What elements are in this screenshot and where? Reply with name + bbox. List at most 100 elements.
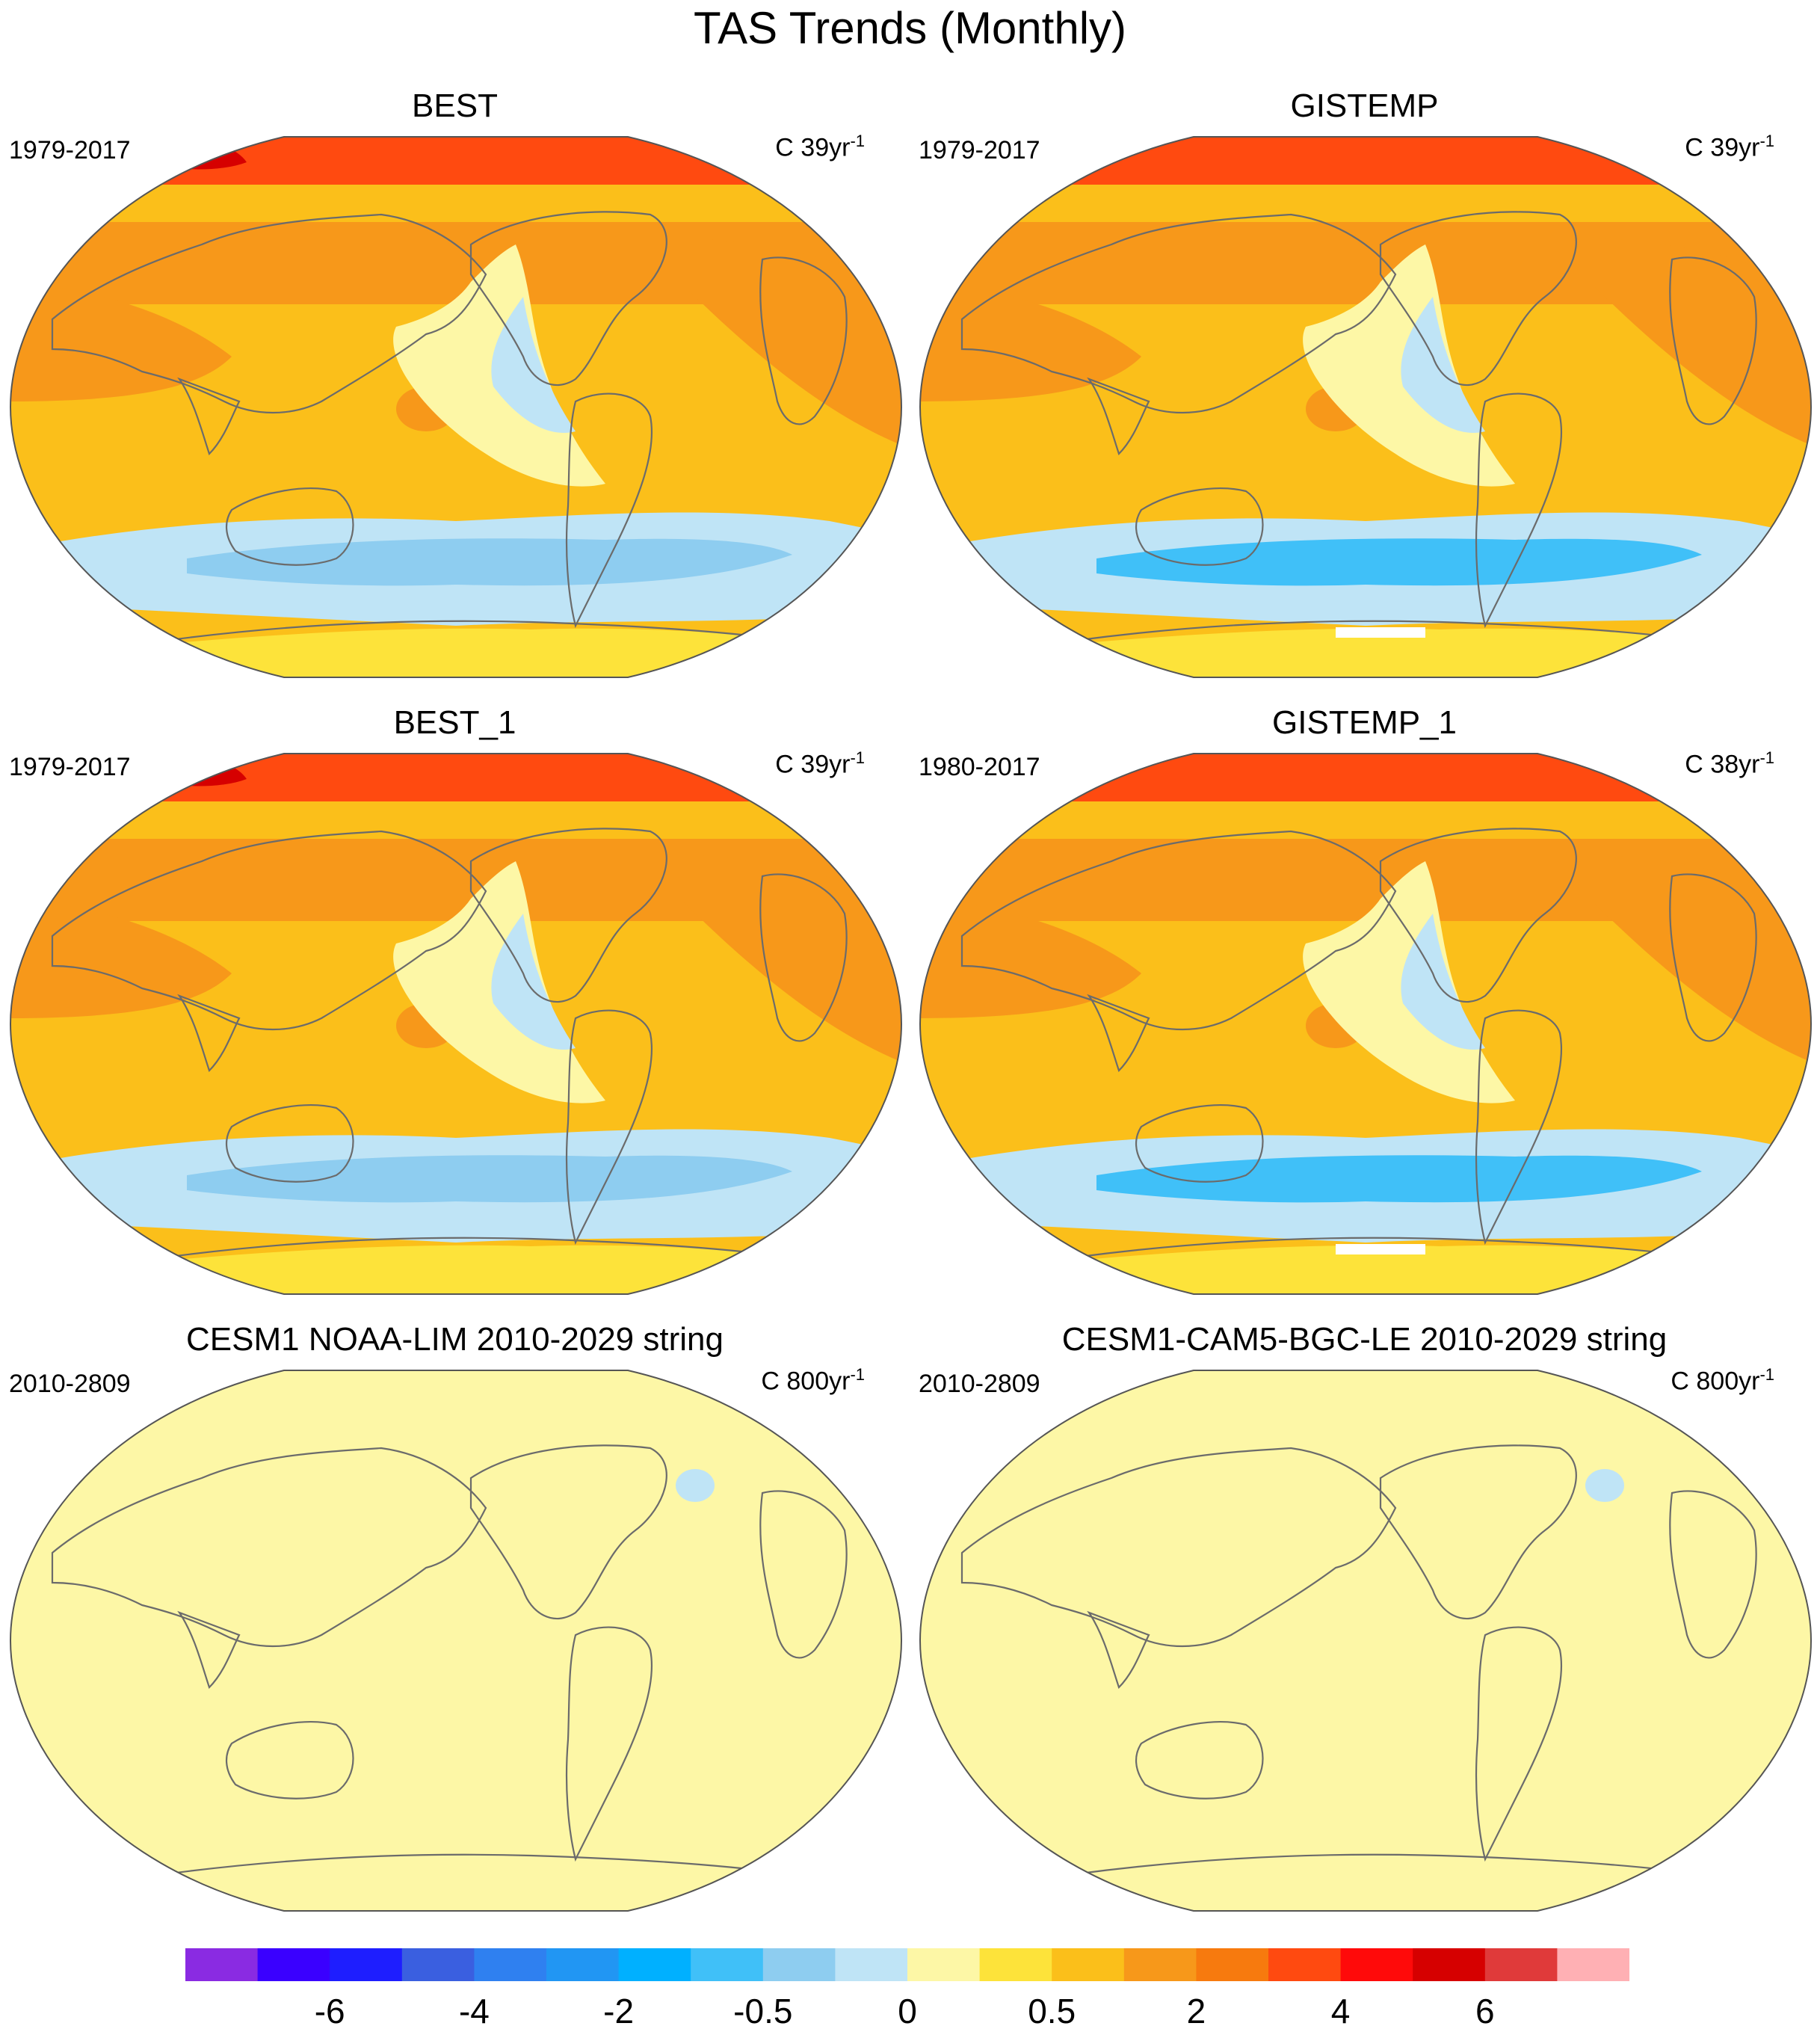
map-panel-cesm1le: CESM1-CAM5-BGC-LE 2010-2029 string 2010-2…: [910, 1275, 1819, 1912]
panel-units: C 800yr-1: [761, 1360, 865, 1396]
map-border: [9, 1370, 903, 1912]
colorbar-tick-label: 4: [1330, 1992, 1351, 2031]
coastline: [1475, 1626, 1563, 1862]
trend-field-so-cool-core: [1096, 1155, 1702, 1203]
coastline: [1135, 1721, 1264, 1799]
robinson-map: [919, 1370, 1813, 1912]
colorbar-swatch: [257, 1948, 330, 1981]
panel-units: C 800yr-1: [1671, 1360, 1774, 1396]
coastline: [1087, 377, 1150, 456]
colorbar-swatch: [474, 1948, 547, 1981]
colorbar-tick-label: 0.5: [1028, 1992, 1076, 2031]
colorbar-swatch: [1268, 1948, 1342, 1981]
panel-title: CESM1-CAM5-BGC-LE 2010-2029 string: [1061, 1321, 1668, 1358]
colorbar: [185, 1948, 1629, 1981]
panel-units: C 39yr-1: [775, 126, 865, 162]
units-prefix: C: [1671, 1367, 1697, 1396]
colorbar-swatch: [1413, 1948, 1486, 1981]
map-panel-best1: BEST_1 1979-2017 C 39yr-1: [0, 658, 910, 1295]
units-base: 38yr: [1710, 750, 1760, 779]
units-prefix: C: [1685, 750, 1711, 779]
trend-field-natl-patch: [1585, 1469, 1624, 1502]
trend-field-atlantic: [1590, 854, 1811, 1063]
trend-field-eurasia: [920, 899, 1141, 1018]
coastline: [177, 1610, 241, 1690]
coastline: [1475, 1009, 1563, 1246]
trend-field-so-cool-core: [187, 1155, 792, 1203]
units-prefix: C: [1685, 133, 1711, 162]
robinson-map: [9, 136, 903, 678]
trend-field-pacific-cool: [1401, 914, 1485, 1050]
colorbar-swatch: [401, 1948, 475, 1981]
trend-field-arctic: [920, 754, 1811, 801]
colorbar-swatch: [618, 1948, 691, 1981]
panel-title: CESM1 NOAA-LIM 2010-2029 string: [186, 1321, 724, 1358]
panel-title: GISTEMP: [1290, 87, 1439, 124]
colorbar-swatch: [1196, 1948, 1269, 1981]
coastline: [1087, 994, 1150, 1073]
trend-field-base: [10, 1370, 901, 1911]
colorbar-tick-label: 0: [898, 1992, 917, 2031]
missing-data-patch: [1336, 1244, 1425, 1254]
panel-period: 1979-2017: [9, 136, 131, 164]
panel-units: C 39yr-1: [1685, 126, 1774, 162]
trend-field-atlantic: [1590, 237, 1811, 446]
units-exponent: -1: [1759, 748, 1774, 767]
panel-period: 1979-2017: [9, 753, 131, 781]
robinson-map: [919, 753, 1813, 1295]
colorbar-swatch: [1557, 1948, 1629, 1981]
colorbar-tick-label: 6: [1475, 1992, 1495, 2031]
colorbar-swatch: [1484, 1948, 1558, 1981]
trend-field-pacific-cool: [1401, 297, 1485, 433]
trend-field-so-cool-core: [187, 538, 792, 586]
colorbar-tick-label: -0.5: [733, 1992, 793, 2031]
colorbar-swatch: [1340, 1948, 1413, 1981]
robinson-map: [9, 753, 903, 1295]
coastline: [1669, 1490, 1757, 1659]
map-panel-gistemp1: GISTEMP_1 1980-2017 C 38yr-1: [910, 658, 1819, 1295]
coastline: [960, 1447, 1397, 1648]
coastline: [226, 487, 354, 566]
coastline: [1135, 487, 1264, 566]
trend-field-so-cool-core: [1096, 538, 1702, 586]
coastline: [1669, 256, 1757, 425]
coastline: [469, 1444, 667, 1620]
trend-field-arctic: [10, 137, 901, 185]
units-exponent: -1: [1759, 132, 1774, 150]
coastline: [1475, 392, 1563, 629]
panel-title: BEST: [412, 87, 498, 124]
units-base: 39yr: [801, 133, 851, 162]
coastline: [226, 1104, 354, 1183]
coastline: [759, 1490, 848, 1659]
colorbar-swatch: [762, 1948, 836, 1981]
trend-field-arctic-peak: [142, 142, 194, 157]
trend-field: [10, 1370, 901, 1911]
trend-field-natl-patch: [676, 1469, 715, 1502]
units-exponent: -1: [850, 1365, 865, 1384]
trend-field-base: [920, 1370, 1811, 1911]
trend-field: [10, 137, 901, 677]
coastline: [51, 213, 487, 414]
trend-field-arctic: [10, 754, 901, 801]
units-prefix: C: [761, 1367, 787, 1396]
main-title: TAS Trends (Monthly): [693, 3, 1127, 53]
units-prefix: C: [775, 750, 801, 779]
units-exponent: -1: [850, 748, 865, 767]
units-prefix: C: [775, 133, 801, 162]
trend-field-eurasia: [10, 282, 232, 401]
colorbar-tick-label: -4: [458, 1992, 490, 2031]
map-border: [919, 1370, 1813, 1912]
panel-units: C 39yr-1: [775, 743, 865, 779]
coastline: [565, 392, 653, 629]
panel-title: BEST_1: [393, 704, 516, 741]
coastline: [565, 1626, 653, 1862]
map-border: [9, 136, 903, 678]
units-exponent: -1: [1759, 1365, 1774, 1384]
trend-field: [920, 1370, 1811, 1911]
coastline: [1087, 1610, 1150, 1690]
coastline: [51, 1447, 487, 1648]
coastline: [565, 1009, 653, 1246]
map-panel-best: BEST 1979-2017 C 39yr-1: [0, 41, 910, 678]
colorbar-swatch: [330, 1948, 403, 1981]
units-base: 39yr: [1710, 133, 1760, 162]
